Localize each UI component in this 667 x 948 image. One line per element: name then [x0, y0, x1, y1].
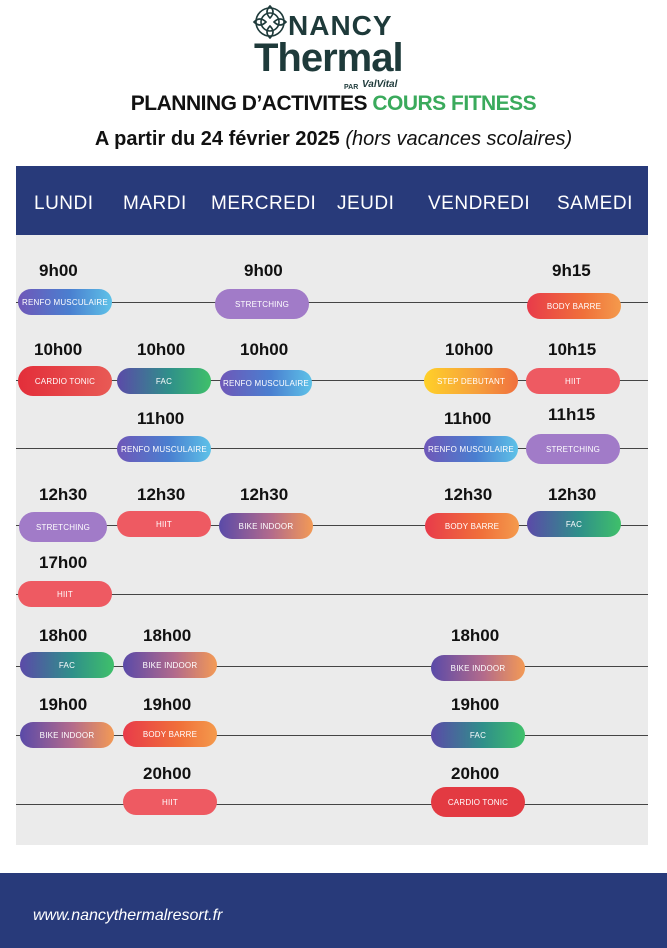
class-time: 9h00 [39, 261, 78, 280]
day-jeudi: JEUDI [337, 193, 395, 214]
class-pill[interactable]: HIIT [123, 789, 217, 815]
class-time: 10h00 [240, 340, 289, 359]
class-time: 11h00 [137, 409, 185, 428]
class-pill[interactable]: CARDIO TONIC [18, 366, 112, 396]
class-pill[interactable]: CARDIO TONIC [431, 787, 525, 817]
class-time: 20h00 [451, 764, 500, 783]
logo-nancy-text: NANCY [288, 10, 393, 41]
class-pill[interactable]: BIKE INDOOR [20, 722, 114, 748]
class-pill[interactable]: HIIT [526, 368, 620, 394]
class-pill[interactable]: RENFO MUSCULAIRE [424, 436, 518, 462]
class-pill[interactable]: STRETCHING [215, 289, 309, 319]
row-line [16, 804, 648, 805]
class-time: 10h15 [548, 340, 597, 359]
class-time: 17h00 [39, 553, 88, 572]
class-pill[interactable]: STEP DEBUTANT [424, 368, 518, 394]
class-time: 10h00 [137, 340, 186, 359]
class-time: 18h00 [39, 626, 88, 645]
class-pill[interactable]: FAC [527, 511, 621, 537]
class-time: 11h15 [548, 405, 596, 424]
class-time: 12h30 [548, 485, 597, 504]
page-subtitle: A partir du 24 février 2025 (hors vacanc… [0, 128, 667, 151]
class-pill[interactable]: BIKE INDOOR [123, 652, 217, 678]
class-pill[interactable]: BIKE INDOOR [431, 655, 525, 681]
day-samedi: SAMEDI [557, 193, 633, 214]
class-pill[interactable]: RENFO MUSCULAIRE [117, 436, 211, 462]
title-cours-fitness: COURS FITNESS [372, 92, 537, 115]
days-header [16, 166, 648, 235]
class-time: 10h00 [445, 340, 494, 359]
class-pill[interactable]: BODY BARRE [527, 293, 621, 319]
class-pill[interactable]: HIIT [117, 511, 211, 537]
class-pill[interactable]: FAC [20, 652, 114, 678]
class-pill[interactable]: RENFO MUSCULAIRE [18, 289, 112, 315]
class-pill[interactable]: BODY BARRE [123, 721, 217, 747]
row-line [16, 525, 648, 526]
class-pill[interactable]: HIIT [18, 581, 112, 607]
class-pill[interactable]: STRETCHING [526, 434, 620, 464]
class-time: 18h00 [143, 626, 192, 645]
logo-par-text: PAR [344, 84, 359, 91]
footer-website-link[interactable]: www.nancythermalresort.fr [33, 907, 223, 924]
day-vendredi: VENDREDI [428, 193, 531, 214]
class-pill[interactable]: FAC [431, 722, 525, 748]
row-line [16, 380, 648, 381]
day-lundi: LUNDI [34, 193, 94, 214]
class-time: 12h30 [240, 485, 289, 504]
logo-ring-icon [252, 4, 288, 40]
class-time: 9h00 [244, 261, 283, 280]
class-time: 12h30 [137, 485, 186, 504]
logo-thermal-text: Thermal [254, 36, 404, 80]
class-time: 11h00 [444, 409, 492, 428]
class-pill[interactable]: FAC [117, 368, 211, 394]
class-time: 12h30 [444, 485, 493, 504]
day-mardi: MARDI [123, 193, 187, 214]
footer-band [0, 873, 667, 948]
class-time: 9h15 [552, 261, 591, 280]
title-planning: PLANNING D’ACTIVITES [130, 92, 368, 115]
class-time: 18h00 [451, 626, 500, 645]
subtitle-note: (hors vacances scolaires) [345, 128, 573, 150]
row-line [16, 735, 648, 736]
row-line [16, 594, 648, 595]
subtitle-date: A partir du 24 février 2025 [94, 128, 340, 150]
class-time: 19h00 [451, 695, 500, 714]
row-line [16, 302, 648, 303]
class-time: 20h00 [143, 764, 192, 783]
class-time: 19h00 [143, 695, 192, 714]
class-pill[interactable]: BODY BARRE [425, 513, 519, 539]
class-pill[interactable]: RENFO MUSCULAIRE [220, 370, 312, 396]
brand-logo: NANCY Thermal PAR ValVital [248, 2, 418, 92]
class-time: 12h30 [39, 485, 88, 504]
logo-valvital-text: ValVital [362, 79, 398, 90]
row-line [16, 666, 648, 667]
schedule-grid [16, 235, 648, 845]
class-time: 10h00 [34, 340, 83, 359]
class-pill[interactable]: BIKE INDOOR [219, 513, 313, 539]
row-line [16, 448, 648, 449]
page-title: PLANNING D’ACTIVITES COURS FITNESS [0, 92, 667, 116]
class-time: 19h00 [39, 695, 88, 714]
day-mercredi: MERCREDI [211, 193, 317, 214]
class-pill[interactable]: STRETCHING [19, 512, 107, 542]
